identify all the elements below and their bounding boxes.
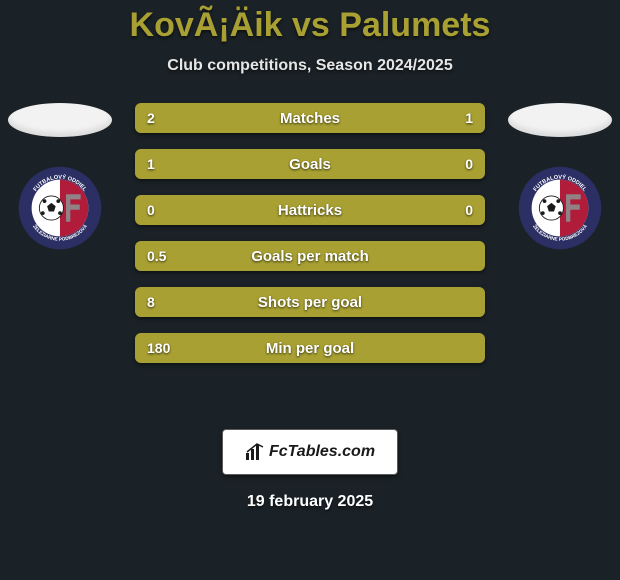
brand-chart-icon [245,443,265,461]
svg-text:ŽELEZIARNE PODBREZOVÁ: ŽELEZIARNE PODBREZOVÁ [531,222,589,242]
page-title: KovÃ¡Äik vs Palumets [0,0,620,45]
avatar-placeholder-icon [508,103,612,137]
stat-label: Hattricks [135,195,485,225]
svg-text:FUTBALOVÝ ODDIEL: FUTBALOVÝ ODDIEL [533,174,588,193]
brand-text: FcTables.com [269,443,375,461]
brand-badge: FcTables.com [222,429,398,475]
stat-row: 180Min per goal [135,333,485,363]
stat-label: Min per goal [135,333,485,363]
stat-label: Goals [135,149,485,179]
stat-row: 1Goals0 [135,149,485,179]
club-badge-right-icon: FUTBALOVÝ ODDIEL ŽELEZIARNE PODBREZOVÁ [517,165,603,251]
stat-label: Matches [135,103,485,133]
player-right: FUTBALOVÝ ODDIEL ŽELEZIARNE PODBREZOVÁ [508,103,612,251]
club-badge-left-icon: FUTBALOVÝ ODDIEL ŽELEZIARNE PODBREZOVÁ [17,165,103,251]
stat-row: 0Hattricks0 [135,195,485,225]
page-subtitle: Club competitions, Season 2024/2025 [0,57,620,75]
stat-value-right: 1 [465,103,473,133]
stat-bars: 2Matches11Goals00Hattricks00.5Goals per … [135,103,485,363]
stat-value-right: 0 [465,149,473,179]
player-left: FUTBALOVÝ ODDIEL ŽELEZIARNE PODBREZOVÁ [8,103,112,251]
comparison-layout: FUTBALOVÝ ODDIEL ŽELEZIARNE PODBREZOVÁ F… [0,103,620,403]
svg-text:FUTBALOVÝ ODDIEL: FUTBALOVÝ ODDIEL [33,174,88,193]
stat-row: 8Shots per goal [135,287,485,317]
stat-label: Goals per match [135,241,485,271]
infographic-date: 19 february 2025 [0,493,620,511]
stat-label: Shots per goal [135,287,485,317]
stat-row: 0.5Goals per match [135,241,485,271]
avatar-placeholder-icon [8,103,112,137]
stat-row: 2Matches1 [135,103,485,133]
svg-text:ŽELEZIARNE PODBREZOVÁ: ŽELEZIARNE PODBREZOVÁ [31,222,89,242]
stat-value-right: 0 [465,195,473,225]
